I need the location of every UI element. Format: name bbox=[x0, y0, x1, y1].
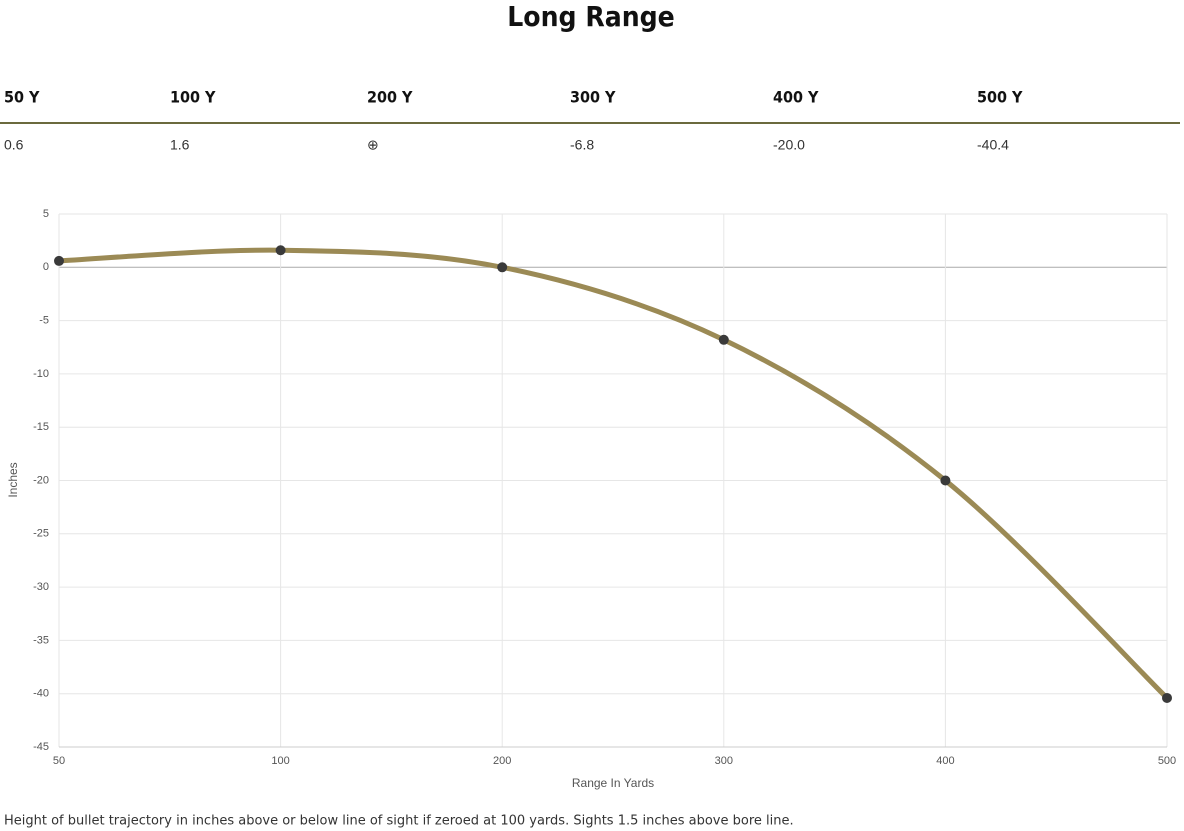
footnote: Height of bullet trajectory in inches ab… bbox=[4, 814, 794, 829]
data-point bbox=[718, 334, 729, 345]
y-tick-label: -35 bbox=[33, 634, 49, 646]
y-tick-label: 0 bbox=[43, 261, 49, 273]
data-point bbox=[1162, 692, 1172, 703]
x-tick-label: 400 bbox=[936, 755, 954, 767]
y-tick-label: 5 bbox=[43, 208, 49, 220]
data-point bbox=[497, 262, 508, 273]
table-header: 100 Y bbox=[170, 88, 216, 107]
x-tick-label: 50 bbox=[53, 755, 65, 767]
y-tick-label: -15 bbox=[33, 421, 49, 433]
y-tick-label: -40 bbox=[33, 688, 49, 700]
table-header: 200 Y bbox=[367, 88, 413, 107]
table-header: 500 Y bbox=[977, 88, 1023, 107]
data-point bbox=[275, 245, 286, 256]
table-cell: -6.8 bbox=[570, 137, 594, 153]
x-tick-label: 500 bbox=[1158, 755, 1176, 767]
y-tick-label: -45 bbox=[33, 741, 49, 753]
x-tick-label: 100 bbox=[271, 755, 289, 767]
table-header: 400 Y bbox=[773, 88, 819, 107]
table-cell: -20.0 bbox=[773, 137, 805, 153]
table-cell: -40.4 bbox=[977, 137, 1009, 153]
table-cell: 0.6 bbox=[4, 137, 24, 153]
y-tick-label: -30 bbox=[33, 581, 49, 593]
trajectory-line bbox=[58, 247, 1169, 700]
y-axis-label: Inches bbox=[6, 462, 20, 497]
x-tick-label: 300 bbox=[715, 755, 733, 767]
y-tick-label: -5 bbox=[39, 315, 49, 327]
page-title: Long Range bbox=[507, 0, 675, 33]
y-tick-label: -20 bbox=[33, 474, 49, 486]
table-cell: ⊕ bbox=[367, 137, 379, 153]
table-cell: 1.6 bbox=[170, 137, 190, 153]
table-header: 300 Y bbox=[570, 88, 616, 107]
x-tick-label: 200 bbox=[493, 755, 511, 767]
table-header: 50 Y bbox=[4, 88, 40, 107]
x-axis-label: Range In Yards bbox=[572, 776, 654, 790]
y-tick-label: -25 bbox=[33, 528, 49, 540]
data-point bbox=[940, 475, 951, 486]
data-point bbox=[54, 255, 64, 266]
y-tick-label: -10 bbox=[33, 368, 49, 380]
